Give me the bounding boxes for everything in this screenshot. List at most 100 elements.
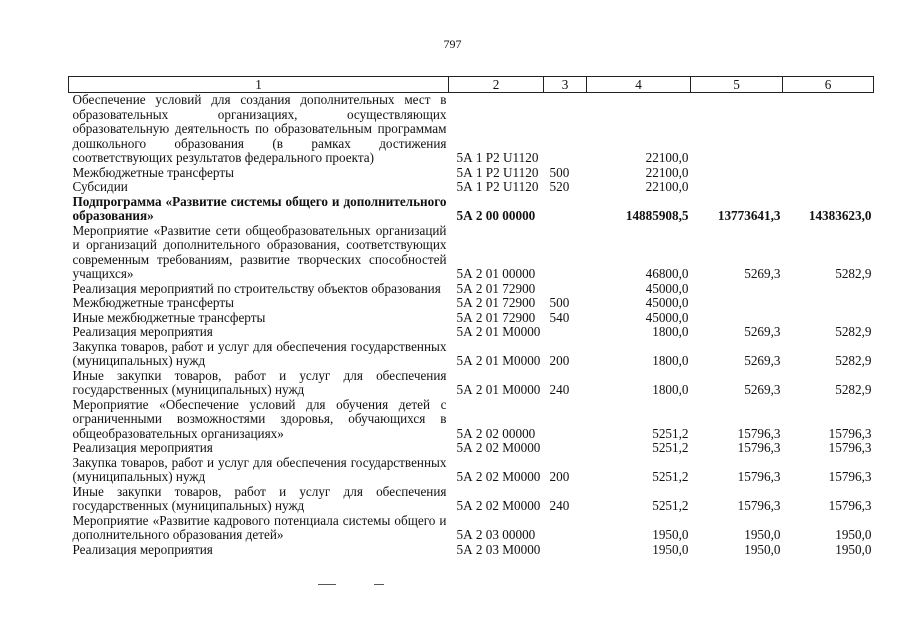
row-amount-col5 <box>691 180 783 195</box>
row-expense-type <box>544 224 587 282</box>
row-expense-type <box>544 514 587 543</box>
row-amount-col5 <box>691 311 783 326</box>
table-row: Иные закупки товаров, работ и услуг для … <box>69 483 874 514</box>
row-amount-col5 <box>691 296 783 311</box>
row-name: Мероприятие «Развитие кадрового потенциа… <box>72 512 447 542</box>
row-amount-col5: 1950,0 <box>744 541 781 557</box>
row-name: Иные межбюджетные трансферты <box>72 309 266 325</box>
row-amount-col5 <box>691 166 783 181</box>
row-name: Мероприятие «Развитие сети общеобразоват… <box>72 222 447 281</box>
row-amount-col6: 14383623,0 <box>808 208 872 223</box>
row-name: Подпрограмма «Развитие системы общего и … <box>72 193 447 223</box>
table-row: Мероприятие «Обеспечение условий для обу… <box>69 396 874 442</box>
row-amount-col6: 5282,9 <box>835 266 872 281</box>
row-code: 5А 2 01 72900 <box>456 280 536 296</box>
row-amount-col6: 15796,3 <box>828 425 872 441</box>
row-amount-col6: 5282,9 <box>835 324 872 339</box>
row-amount-col5: 5269,3 <box>744 382 781 397</box>
row-code: 5А 2 02 00000 <box>456 425 536 441</box>
row-amount-col6: 5282,9 <box>835 353 872 368</box>
row-amount-col5: 15796,3 <box>737 469 781 484</box>
header-col-4: 4 <box>586 76 691 93</box>
row-name: Закупка товаров, работ и услуг для обесп… <box>72 338 447 368</box>
row-expense-type <box>544 325 587 340</box>
row-amount-col4: 46800,0 <box>645 266 689 281</box>
row-amount-col5: 15796,3 <box>737 498 781 513</box>
table-row: Закупка товаров, работ и услуг для обесп… <box>69 454 874 485</box>
row-amount-col4: 45000,0 <box>645 295 689 310</box>
table-row: Мероприятие «Развитие сети общеобразоват… <box>69 222 874 282</box>
row-name: Межбюджетные трансферты <box>72 295 234 310</box>
row-amount-col6: 5282,9 <box>835 382 872 397</box>
row-amount-col5: 1950,0 <box>744 527 781 542</box>
page-number: 797 <box>443 37 462 51</box>
row-amount-col5: 15796,3 <box>737 425 781 441</box>
row-amount-col4: 45000,0 <box>645 309 689 325</box>
row-expense-type: 520 <box>549 179 570 194</box>
row-amount-col6: 1950,0 <box>835 541 872 557</box>
row-amount-col6: 15796,3 <box>828 440 872 455</box>
header-row: 1 2 3 4 5 6 <box>68 76 874 93</box>
row-name: Иные закупки товаров, работ и услуг для … <box>72 483 447 513</box>
row-amount-col6: 15796,3 <box>828 498 872 513</box>
row-amount-col6 <box>783 93 874 166</box>
row-expense-type <box>544 93 587 166</box>
table-row: Мероприятие «Развитие кадрового потенциа… <box>69 512 874 543</box>
row-code: 5А 2 03 00000 <box>456 527 536 542</box>
row-amount-col4: 5251,2 <box>652 440 689 455</box>
table-row: Обеспечение условий для создания дополни… <box>69 92 874 166</box>
row-name: Межбюджетные трансферты <box>72 164 234 180</box>
row-amount-col4: 5251,2 <box>652 469 689 484</box>
row-amount-col4: 1800,0 <box>652 353 689 368</box>
row-code: 5А 1 Р2 U1120 <box>456 164 539 180</box>
row-expense-type <box>544 543 587 558</box>
row-amount-col4: 1800,0 <box>652 382 689 397</box>
row-code: 5А 2 01 72900 <box>456 295 536 310</box>
row-amount-col4: 22100,0 <box>645 164 689 180</box>
row-amount-col5: 5269,3 <box>744 324 781 339</box>
row-amount-col4: 22100,0 <box>645 179 689 194</box>
row-code: 5А 2 01 М0000 <box>456 382 541 397</box>
row-name: Закупка товаров, работ и услуг для обесп… <box>72 454 447 484</box>
row-code: 5А 1 Р2 U1120 <box>456 150 539 165</box>
row-name: Мероприятие «Обеспечение условий для обу… <box>72 396 447 441</box>
row-code: 5А 2 01 72900 <box>456 309 536 325</box>
row-amount-col4: 5251,2 <box>652 498 689 513</box>
row-expense-type <box>544 282 587 297</box>
table-row: Реализация мероприятий по строительству … <box>69 280 874 297</box>
row-amount-col4: 22100,0 <box>645 150 689 165</box>
row-code: 5А 2 02 М0000 <box>456 469 541 484</box>
row-amount-col6 <box>783 296 874 311</box>
row-amount-col4: 1950,0 <box>652 527 689 542</box>
row-expense-type: 240 <box>549 382 570 397</box>
row-amount-col4: 45000,0 <box>645 280 689 296</box>
row-amount-col6: 15796,3 <box>828 469 872 484</box>
table-row: Реализация мероприятия 5А 2 03 М0000 1950,… <box>69 541 874 558</box>
row-amount-col6 <box>783 166 874 181</box>
row-expense-type: 500 <box>549 164 570 180</box>
row-amount-col6 <box>783 180 874 195</box>
row-code: 5А 2 00 00000 <box>456 208 536 223</box>
row-amount-col4: 1800,0 <box>652 324 689 339</box>
row-code: 5А 2 03 М0000 <box>456 541 541 557</box>
row-expense-type: 200 <box>549 353 570 368</box>
row-name: Реализация мероприятия <box>72 324 213 339</box>
row-expense-type: 200 <box>549 469 570 484</box>
row-code: 5А 2 02 М0000 <box>456 498 541 513</box>
budget-table: 1 2 3 4 5 6 Обеспечение условий для созд… <box>68 76 874 557</box>
row-code: 5А 2 01 М0000 <box>456 324 541 339</box>
header-col-6: 6 <box>782 76 874 93</box>
row-name: Обеспечение условий для создания дополни… <box>72 92 447 165</box>
table-row: Реализация мероприятия 5А 2 02 М0000 5251,… <box>69 440 874 456</box>
row-code: 5А 2 01 М0000 <box>456 353 541 368</box>
row-amount-col5: 5269,3 <box>744 353 781 368</box>
row-name: Реализация мероприятия <box>72 440 213 455</box>
row-amount-col6 <box>783 311 874 326</box>
row-expense-type: 500 <box>549 295 570 310</box>
row-amount-col5: 15796,3 <box>737 440 781 455</box>
header-col-1: 1 <box>68 76 449 93</box>
row-amount-col4: 1950,0 <box>652 541 689 557</box>
table-row: Реализация мероприятия 5А 2 01 М0000 1800,… <box>69 324 874 340</box>
table-row: Иные межбюджетные трансферты 5А 2 01 7290… <box>69 309 874 326</box>
scan-mark <box>374 584 384 585</box>
